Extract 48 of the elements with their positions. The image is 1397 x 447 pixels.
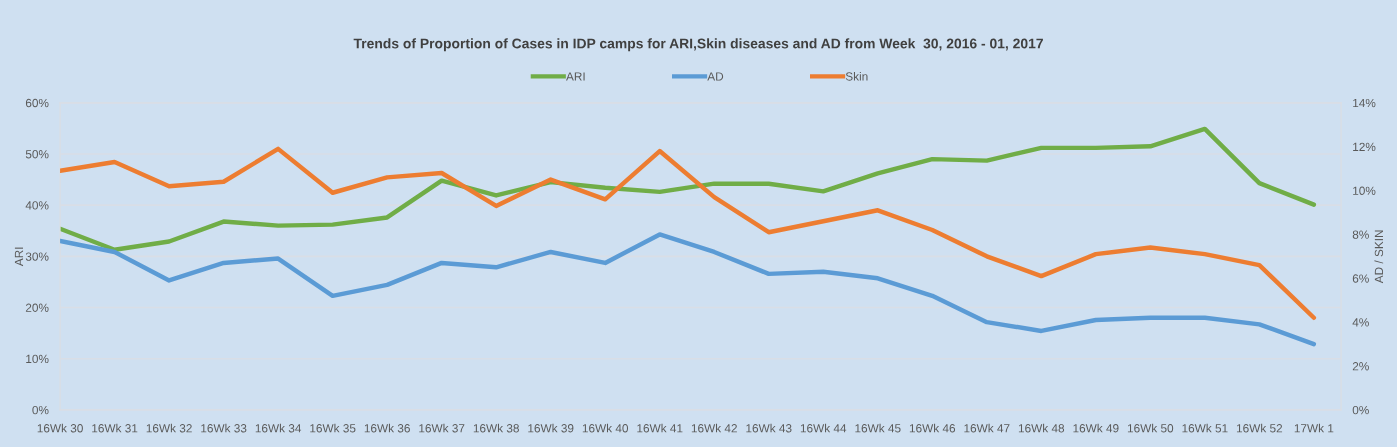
x-tick-label: 16Wk 37 [419, 423, 465, 433]
x-tick-label: 16Wk 41 [637, 423, 683, 433]
y2-tick-label: 8% [1352, 230, 1369, 239]
x-tick-label: 16Wk 50 [1127, 423, 1174, 433]
x-tick-label: 16Wk 47 [964, 423, 1010, 433]
y2-tick-label: 2% [1352, 362, 1369, 371]
chart-title: Trends of Proportion of Cases in IDP camps for ARI,Skin diseases and AD from Week 30, 2016 - 01, 2017 [353, 38, 1043, 52]
y-axis-title: ARI [14, 247, 24, 267]
legend-label: Skin [845, 71, 868, 81]
x-tick-label: 16Wk 52 [1236, 423, 1283, 433]
x-tick-label: 16Wk 30 [37, 423, 83, 433]
y2-axis-title: AD / SKIN [1374, 230, 1384, 284]
y-tick-label: 30% [25, 252, 49, 261]
x-tick-label: 16Wk 45 [855, 423, 901, 433]
line-series [60, 232, 1317, 347]
legend-label: ARI [566, 72, 585, 81]
y-tick-label: 20% [25, 303, 49, 312]
x-tick-label: 16Wk 51 [1182, 423, 1228, 433]
y2-tick-label: 0% [1352, 405, 1369, 415]
y2-tick-label: 4% [1352, 318, 1369, 327]
x-tick-label: 16Wk 31 [92, 423, 138, 433]
y-tick-label: 0% [32, 405, 49, 415]
y2-tick-label: 12% [1353, 142, 1376, 152]
x-tick-label: 16Wk 44 [800, 423, 847, 433]
x-tick-label: 16Wk 48 [1018, 423, 1065, 433]
y-tick-label: 40% [25, 201, 49, 210]
x-tick-label: 16Wk 35 [310, 423, 356, 433]
x-tick-label: 16Wk 42 [691, 423, 737, 433]
x-tick-label: 17Wk 1 [1294, 423, 1334, 433]
x-tick-label: 16Wk 32 [146, 423, 192, 433]
x-tick-label: 16Wk 33 [201, 423, 247, 433]
y2-tick-label: 6% [1352, 274, 1369, 283]
y-tick-label: 50% [25, 150, 49, 159]
y2-tick-label: 10% [1353, 186, 1376, 195]
line-series [60, 126, 1317, 252]
x-tick-label: 16Wk 43 [746, 423, 792, 433]
x-tick-label: 16Wk 39 [528, 423, 574, 433]
y2-tick-label: 14% [1353, 98, 1376, 108]
x-tick-label: 16Wk 34 [255, 423, 302, 433]
x-tick-label: 16Wk 36 [364, 423, 410, 433]
y-tick-label: 10% [26, 354, 49, 364]
x-tick-label: 16Wk 40 [582, 423, 629, 433]
x-tick-label: 16Wk 38 [473, 423, 519, 433]
x-tick-label: 16Wk 49 [1073, 423, 1119, 433]
legend-label: AD [707, 72, 724, 81]
x-tick-label: 16Wk 46 [909, 423, 956, 433]
y-tick-label: 60% [25, 98, 49, 108]
line-series [60, 146, 1317, 320]
